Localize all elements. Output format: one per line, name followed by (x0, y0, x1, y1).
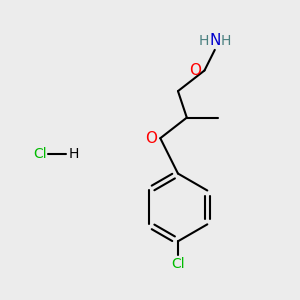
Text: N: N (209, 32, 220, 47)
Text: H: H (69, 147, 80, 161)
Text: H: H (198, 34, 209, 48)
Text: O: O (189, 63, 201, 78)
Text: O: O (145, 131, 157, 146)
Text: H: H (221, 34, 231, 48)
Text: Cl: Cl (171, 257, 185, 272)
Text: Cl: Cl (33, 147, 47, 161)
